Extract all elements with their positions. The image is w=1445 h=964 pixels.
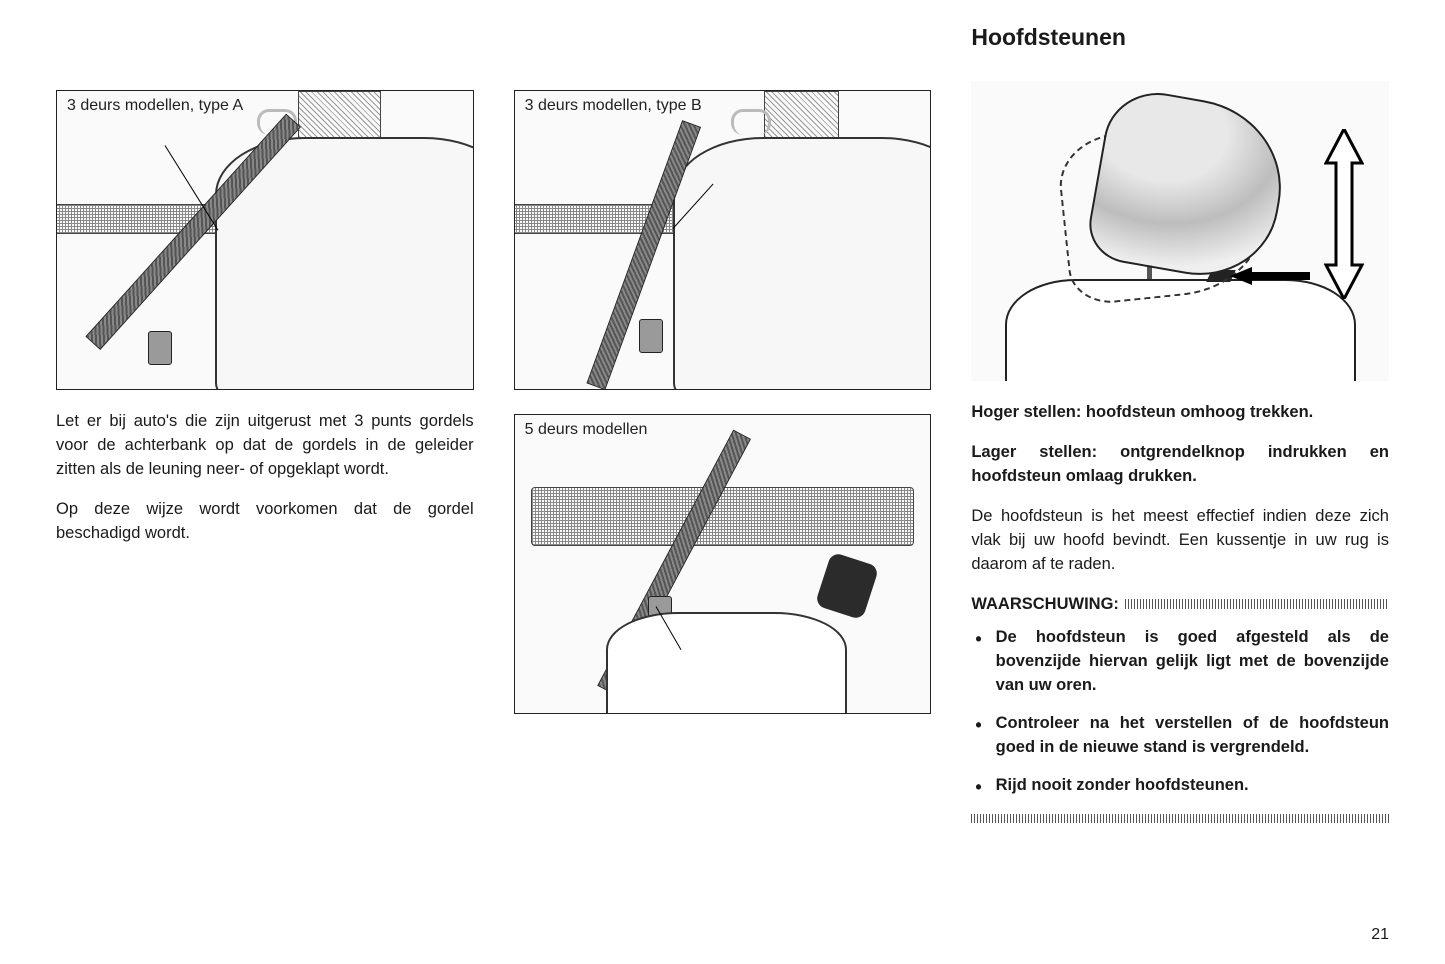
seatbelt-retractor-icon bbox=[815, 552, 880, 621]
spacer bbox=[56, 24, 474, 90]
seat-outline bbox=[606, 612, 847, 714]
hatch-rule-icon bbox=[1125, 599, 1389, 609]
figure-caption: 3 deurs modellen, type B bbox=[525, 97, 702, 115]
seat-back bbox=[673, 137, 932, 390]
release-arrow-icon bbox=[1230, 267, 1310, 285]
column-middle: 3 deurs modellen, type B 5 deurs modelle… bbox=[514, 24, 932, 934]
figure-headrest bbox=[971, 81, 1389, 381]
figure-type-a: 3 deurs modellen, type A bbox=[56, 90, 474, 390]
hatch-rule-icon bbox=[971, 814, 1389, 823]
figure-5-door: 5 deurs modellen bbox=[514, 414, 932, 714]
paragraph: De hoofdsteun is het meest effectief ind… bbox=[971, 505, 1389, 577]
paragraph: Let er bij auto's die zijn uitgerust met… bbox=[56, 410, 474, 482]
figure-caption: 3 deurs modellen, type A bbox=[67, 97, 243, 115]
body-text: Hoger stellen: hoofdsteun omhoog trekken… bbox=[971, 401, 1389, 823]
instruction-bold: Hoger stellen: hoofdsteun omhoog trekken… bbox=[971, 401, 1389, 425]
section-title: Hoofdsteunen bbox=[971, 24, 1389, 51]
warning-item: De hoofdsteun is goed afgesteld als de b… bbox=[971, 626, 1389, 698]
figure-type-b: 3 deurs modellen, type B bbox=[514, 90, 932, 390]
body-text: Let er bij auto's die zijn uitgerust met… bbox=[56, 410, 474, 562]
seatbelt-buckle-icon bbox=[639, 319, 663, 353]
column-left: 3 deurs modellen, type A Let er bij auto… bbox=[56, 24, 474, 934]
trim-panel bbox=[531, 487, 913, 547]
headrest bbox=[1083, 84, 1294, 287]
figure-caption: 5 deurs modellen bbox=[525, 421, 648, 439]
column-right: Hoofdsteunen Hoger stellen: hoofdsteun o… bbox=[971, 24, 1389, 934]
warning-list: De hoofdsteun is goed afgesteld als de b… bbox=[971, 626, 1389, 800]
instruction-bold: Lager stellen: ontgrendelknop indrukken … bbox=[971, 441, 1389, 489]
page-number: 21 bbox=[1371, 926, 1389, 944]
warning-label: WAARSCHUWING: bbox=[971, 593, 1119, 617]
spacer bbox=[514, 24, 932, 90]
seatbelt-buckle-icon bbox=[148, 331, 172, 365]
grab-handle-icon bbox=[731, 109, 771, 135]
warning-header: WAARSCHUWING: bbox=[971, 593, 1389, 617]
manual-page: 3 deurs modellen, type A Let er bij auto… bbox=[56, 24, 1389, 934]
up-down-arrow-icon bbox=[1324, 129, 1364, 299]
warning-item: Controleer na het verstellen of de hoofd… bbox=[971, 712, 1389, 760]
paragraph: Op deze wijze wordt voorkomen dat de gor… bbox=[56, 498, 474, 546]
warning-item: Rijd nooit zonder hoofdsteunen. bbox=[971, 774, 1389, 800]
